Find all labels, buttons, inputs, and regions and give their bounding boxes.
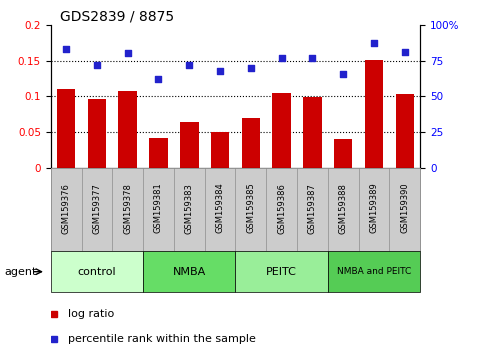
Bar xyxy=(396,93,414,168)
Text: GSM159376: GSM159376 xyxy=(62,183,71,234)
Point xyxy=(247,65,255,70)
Point xyxy=(124,51,131,56)
Point xyxy=(155,76,162,82)
Point xyxy=(216,68,224,74)
Text: GSM159388: GSM159388 xyxy=(339,183,348,234)
Text: GSM159378: GSM159378 xyxy=(123,183,132,234)
Text: GSM159390: GSM159390 xyxy=(400,183,409,233)
Text: GSM159384: GSM159384 xyxy=(215,183,225,233)
Bar xyxy=(118,91,137,168)
Point xyxy=(278,55,285,61)
Point xyxy=(401,49,409,55)
Text: NMBA: NMBA xyxy=(172,267,206,277)
Text: GSM159387: GSM159387 xyxy=(308,183,317,234)
Bar xyxy=(389,168,420,251)
Bar xyxy=(266,168,297,251)
Bar xyxy=(143,168,174,251)
Point xyxy=(62,46,70,52)
Bar xyxy=(149,138,168,168)
Bar xyxy=(334,139,353,168)
Text: GSM159385: GSM159385 xyxy=(246,183,256,233)
Text: NMBA and PEITC: NMBA and PEITC xyxy=(337,267,411,276)
Bar xyxy=(205,168,236,251)
Bar xyxy=(328,168,358,251)
Text: GSM159383: GSM159383 xyxy=(185,183,194,234)
Text: percentile rank within the sample: percentile rank within the sample xyxy=(68,334,256,344)
Point xyxy=(185,62,193,68)
Text: agent: agent xyxy=(5,267,37,277)
Bar xyxy=(236,168,266,251)
Bar xyxy=(82,168,112,251)
Bar xyxy=(242,118,260,168)
Bar xyxy=(365,60,384,168)
Text: log ratio: log ratio xyxy=(68,308,114,319)
Text: PEITC: PEITC xyxy=(266,267,297,277)
Bar xyxy=(88,99,106,168)
Bar xyxy=(303,97,322,168)
Bar xyxy=(112,168,143,251)
Text: GSM159386: GSM159386 xyxy=(277,183,286,234)
Bar xyxy=(358,168,389,251)
Text: GDS2839 / 8875: GDS2839 / 8875 xyxy=(60,9,174,23)
Text: control: control xyxy=(78,267,116,277)
Point xyxy=(93,62,101,68)
Text: GSM159389: GSM159389 xyxy=(369,183,379,233)
Bar xyxy=(236,251,328,292)
Bar xyxy=(180,121,199,168)
Bar xyxy=(51,251,143,292)
Bar xyxy=(174,168,205,251)
Bar xyxy=(297,168,328,251)
Bar xyxy=(211,132,229,168)
Bar xyxy=(51,168,82,251)
Text: GSM159381: GSM159381 xyxy=(154,183,163,233)
Bar xyxy=(272,93,291,168)
Bar xyxy=(143,251,236,292)
Point xyxy=(340,71,347,76)
Bar xyxy=(328,251,420,292)
Text: GSM159377: GSM159377 xyxy=(92,183,101,234)
Bar xyxy=(57,88,75,168)
Point xyxy=(309,55,316,61)
Point xyxy=(370,41,378,46)
